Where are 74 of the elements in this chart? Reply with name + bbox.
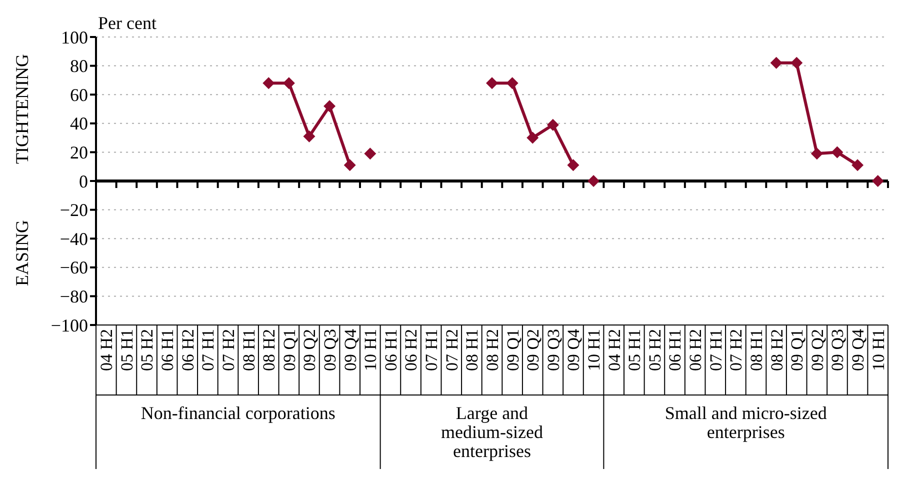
x-tick-label: 05 H2 xyxy=(645,329,664,372)
y-tick-label: 20 xyxy=(70,142,88,162)
point xyxy=(588,175,600,187)
y-tick-label: −80 xyxy=(60,286,88,306)
x-tick-label: 06 H2 xyxy=(686,329,706,372)
x-tick-label: 09 Q4 xyxy=(340,328,360,372)
y-tick-label: −60 xyxy=(60,258,88,278)
y-tick-label: −20 xyxy=(60,200,88,220)
y-tick-label: 0 xyxy=(79,171,88,192)
x-tick-label: 10 H1 xyxy=(868,329,888,372)
point xyxy=(506,77,518,90)
y-tick-label: 60 xyxy=(70,84,88,105)
x-tick-label: 09 Q3 xyxy=(828,329,848,372)
x-tick-label: 10 H1 xyxy=(584,329,604,372)
x-tick-label: 08 H2 xyxy=(767,329,786,372)
y-tick-label: −100 xyxy=(50,315,88,336)
x-tick-label: 04 H2 xyxy=(604,329,624,372)
x-tick-label: 09 Q2 xyxy=(300,329,320,372)
x-tick-label: 09 Q4 xyxy=(848,328,868,372)
point xyxy=(282,77,295,90)
y-tick-label: 100 xyxy=(61,27,88,48)
x-tick-label: 08 H2 xyxy=(482,329,502,372)
x-tick-label: 05 H1 xyxy=(625,329,644,372)
x-tick-label: 05 H2 xyxy=(138,329,157,372)
x-tick-label: 06 H2 xyxy=(178,329,198,372)
x-tick-label: 08 H1 xyxy=(746,329,766,372)
point xyxy=(852,159,864,172)
text: Small and micro-sized enterprises xyxy=(664,403,827,442)
x-tick-label: 08 H1 xyxy=(462,329,482,372)
point xyxy=(303,130,316,142)
text: Large and medium-sized enterprises xyxy=(441,403,543,461)
x-tick-label: 09 Q3 xyxy=(544,329,563,372)
x-tick-label: 07 H2 xyxy=(726,329,746,372)
point xyxy=(567,159,580,172)
point xyxy=(262,77,275,90)
x-tick-label: 07 H1 xyxy=(422,329,442,372)
x-tick-label: 07 H1 xyxy=(706,329,726,372)
text: Non-financial corporations xyxy=(140,403,336,423)
x-tick-label: 09 Q3 xyxy=(320,329,340,372)
x-tick-label: 04 H2 xyxy=(97,329,116,372)
point xyxy=(810,148,823,160)
point xyxy=(872,175,884,187)
point xyxy=(324,100,336,112)
text: TIGHTENING xyxy=(12,54,32,164)
x-tick-label: 09 Q4 xyxy=(564,328,584,372)
x-tick-label: 06 H1 xyxy=(381,329,400,372)
y-axis-title: Per cent xyxy=(98,13,156,33)
x-tick-label: 07 H1 xyxy=(198,329,218,372)
x-tick-label: 09 Q1 xyxy=(280,329,299,372)
x-tick-label: 07 H2 xyxy=(218,329,238,372)
point xyxy=(546,118,559,131)
point xyxy=(344,159,356,172)
x-tick-label: 05 H1 xyxy=(117,329,136,372)
text: EASING xyxy=(12,220,32,286)
x-tick-label: 09 Q2 xyxy=(524,329,543,372)
x-tick-label: 08 H1 xyxy=(239,329,258,372)
x-tick-label: 10 H1 xyxy=(361,329,380,372)
x-tick-label: 09 Q2 xyxy=(808,329,827,372)
point xyxy=(486,77,498,90)
x-tick-label: 08 H2 xyxy=(260,329,279,372)
y-tick-label: 40 xyxy=(70,114,88,134)
point xyxy=(831,146,844,158)
point xyxy=(526,132,539,144)
x-tick-label: 09 Q1 xyxy=(788,329,807,372)
point xyxy=(790,56,803,69)
point xyxy=(770,56,782,69)
x-tick-label: 06 H1 xyxy=(666,329,685,372)
x-tick-label: 09 Q1 xyxy=(503,329,522,372)
x-tick-label: 06 H2 xyxy=(402,329,421,372)
y-tick-label: 80 xyxy=(70,56,88,76)
point xyxy=(364,148,376,160)
x-tick-label: 06 H1 xyxy=(158,329,178,372)
x-tick-label: 07 H2 xyxy=(442,329,462,372)
y-tick-label: −40 xyxy=(60,228,88,249)
